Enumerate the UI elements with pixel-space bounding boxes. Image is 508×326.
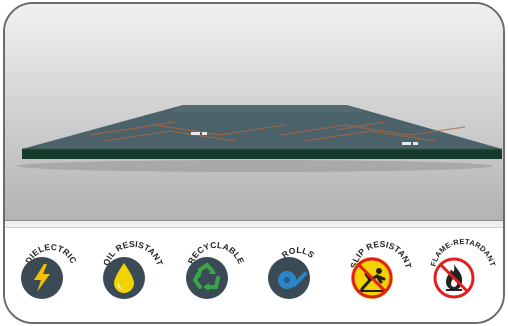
svg-text:ROLLS: ROLLS: [280, 245, 317, 260]
section-divider: [5, 220, 503, 228]
lightning-bolt-icon: [21, 257, 63, 299]
feature-oil-resistant: OIL RESISTANT: [92, 228, 170, 322]
feature-rolls: ROLLS: [257, 228, 335, 322]
feature-flame-retardant: FLAME-RETARDANT: [422, 228, 500, 322]
no-fire-icon: [433, 257, 475, 299]
mat-front-edge: [22, 149, 502, 159]
feature-recyclable: RECYCLABLE: [175, 228, 253, 322]
mat-label-mark: [402, 142, 411, 145]
mat-pattern: [89, 121, 466, 142]
product-image-area: [5, 4, 503, 220]
oil-drop-icon: [103, 257, 145, 299]
product-card: DIELECTRIC OIL RESISTANT RECYCLAB: [3, 2, 505, 324]
recycle-icon: [186, 257, 228, 299]
feature-dielectric: DIELECTRIC: [10, 228, 88, 322]
feature-icons-row: DIELECTRIC OIL RESISTANT RECYCLAB: [5, 228, 503, 322]
roll-icon: [268, 257, 310, 299]
feature-label: ROLLS: [280, 245, 317, 260]
mat-label-mark: [191, 132, 200, 135]
feature-slip-resistant: SLIP RESISTANT: [340, 228, 418, 322]
rubber-mat-image: [17, 105, 502, 172]
no-slip-icon: [351, 257, 393, 299]
mat-top-surface: [22, 105, 502, 149]
